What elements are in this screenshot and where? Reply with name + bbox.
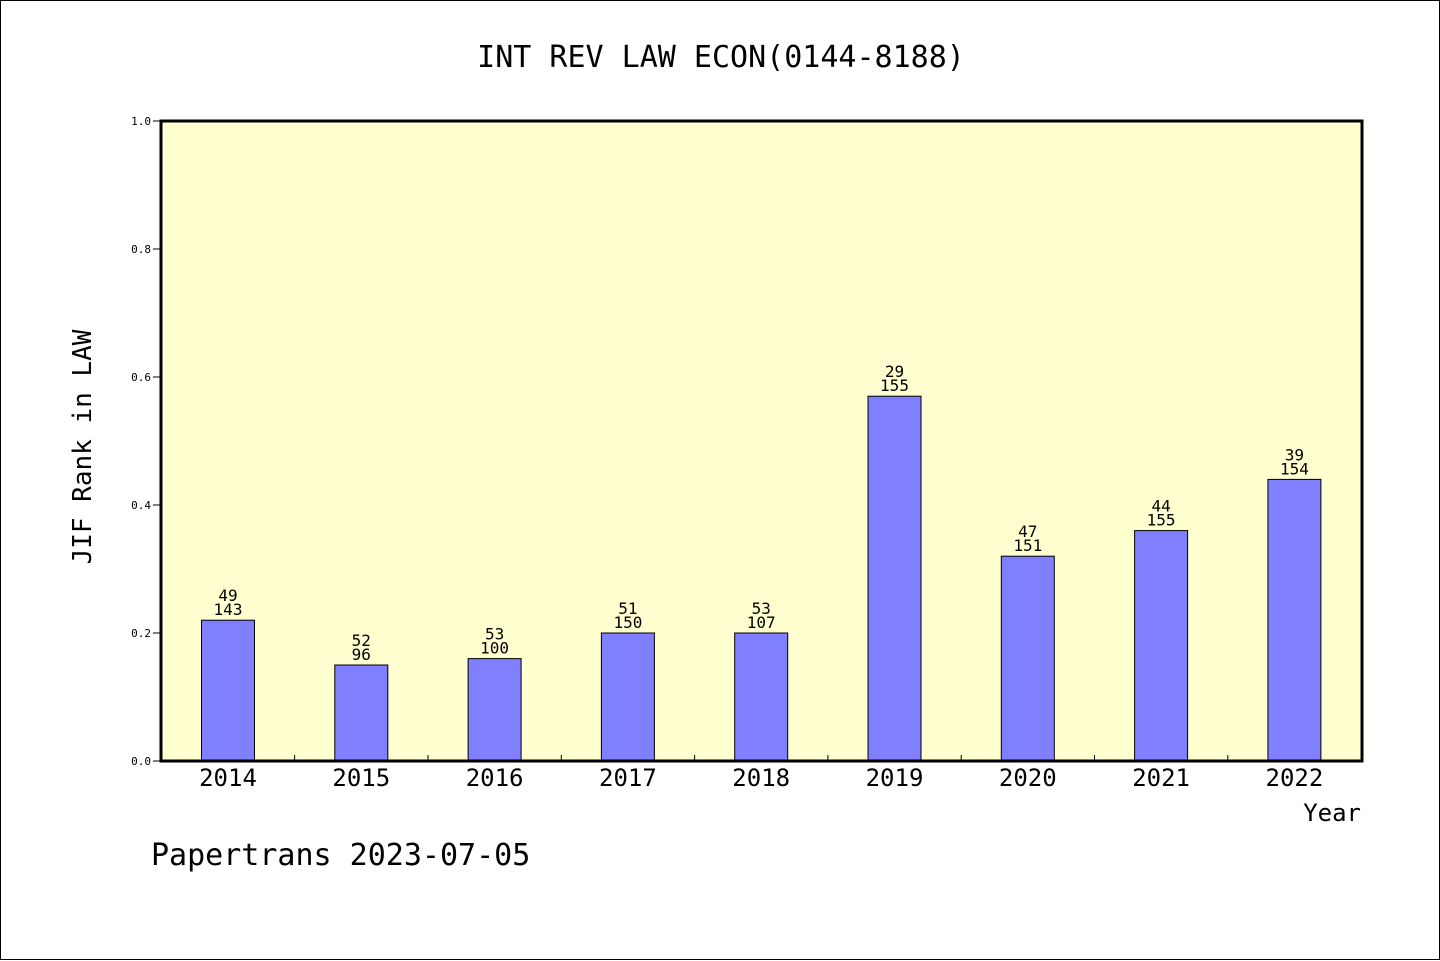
bars-group (201, 395, 1322, 762)
x-tick-label-2020: 2020 (999, 764, 1057, 792)
bar-2016 (467, 658, 522, 762)
bar-total-label-2017: 150 (613, 613, 642, 632)
x-tick-label-2016: 2016 (466, 764, 524, 792)
x-axis-ticks: 2014 2015 2016 2017 2018 2019 2020 2021 2022 (199, 755, 1323, 792)
bar-2017 (600, 632, 655, 762)
bar-rank-label-2018: 53 (752, 599, 771, 618)
bar-total-label-2015: 96 (352, 645, 371, 664)
y-tick-label: 1.0 (131, 115, 151, 128)
bar-total-label-2021: 155 (1147, 511, 1176, 530)
bar-total-label-2020: 151 (1013, 536, 1042, 555)
bar-2021 (1134, 530, 1189, 762)
bar-rank-label-2021: 44 (1151, 497, 1170, 516)
bar-2018 (734, 632, 789, 762)
x-axis-label: Year (1303, 799, 1361, 827)
footer-text: Papertrans 2023-07-05 (151, 838, 530, 873)
bar-2019 (867, 395, 922, 762)
x-tick-label-2018: 2018 (732, 764, 790, 792)
bar-2014 (201, 619, 255, 762)
y-tick-label: 0.4 (131, 499, 151, 512)
bar-total-label-2016: 100 (480, 639, 509, 658)
y-axis-ticks: 0.0 0.2 0.4 0.6 0.8 1.0 (131, 115, 161, 768)
x-tick-label-2021: 2021 (1132, 764, 1190, 792)
bar-total-label-2019: 155 (880, 376, 909, 395)
bar-rank-label-2015: 52 (352, 631, 371, 650)
bar-total-label-2022: 154 (1280, 459, 1309, 478)
x-tick-label-2014: 2014 (199, 764, 257, 792)
bar-rank-label-2014: 49 (218, 586, 237, 605)
bar-rank-label-2022: 39 (1285, 445, 1304, 464)
bar-rank-label-2016: 53 (485, 625, 504, 644)
bar-rank-label-2017: 51 (618, 599, 637, 618)
bar-total-label-2018: 107 (747, 613, 776, 632)
bar-2022 (1267, 478, 1322, 762)
bar-rank-label-2020: 47 (1018, 522, 1037, 541)
plot-border (159, 119, 1364, 763)
bar-labels-group: 4914352965310051150531072915547151441553… (214, 362, 1309, 664)
x-tick-label-2015: 2015 (332, 764, 390, 792)
y-axis-label: JIF Rank in LAW (68, 329, 98, 564)
x-tick-label-2019: 2019 (866, 764, 924, 792)
y-tick-label: 0.2 (131, 627, 151, 640)
x-tick-label-2022: 2022 (1266, 764, 1324, 792)
bar-total-label-2014: 143 (214, 600, 243, 619)
bar-rank-label-2019: 29 (885, 362, 904, 381)
y-tick-label: 0.0 (131, 755, 151, 768)
y-tick-label: 0.8 (131, 243, 151, 256)
bar-2015 (334, 664, 389, 762)
x-tick-label-2017: 2017 (599, 764, 657, 792)
chart-title: INT REV LAW ECON(0144-8188) (477, 40, 965, 75)
y-tick-label: 0.6 (131, 371, 151, 384)
bar-2020 (1000, 555, 1055, 762)
